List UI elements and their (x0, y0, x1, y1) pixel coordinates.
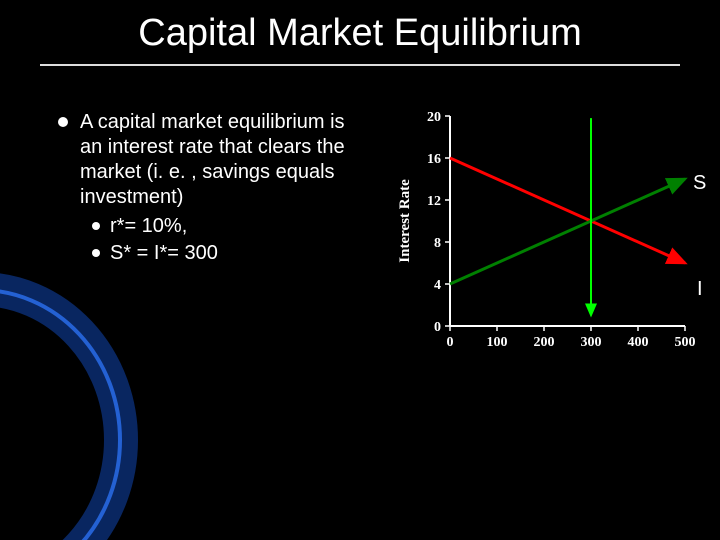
chart-svg: 0481216200100200300400500Interest Rate (395, 108, 707, 368)
bullet-level2: S* = I*= 300 (92, 241, 368, 266)
slide: Capital Market Equilibrium A capital mar… (0, 0, 720, 540)
svg-text:0: 0 (447, 335, 454, 350)
bullet-text-main: A capital market equilibrium is an inter… (80, 110, 368, 210)
svg-text:12: 12 (427, 194, 441, 209)
svg-text:4: 4 (434, 278, 441, 293)
svg-text:16: 16 (427, 152, 441, 167)
svg-text:400: 400 (628, 335, 649, 350)
label-I: I (697, 278, 703, 301)
bullet-text-sub2: S* = I*= 300 (110, 241, 218, 266)
decorative-arc (0, 260, 160, 540)
svg-text:0: 0 (434, 320, 441, 335)
title-underline (40, 64, 680, 66)
bullet-dot-icon (92, 249, 100, 257)
svg-text:500: 500 (675, 335, 696, 350)
svg-text:100: 100 (487, 335, 508, 350)
bullet-level1: A capital market equilibrium is an inter… (58, 110, 368, 210)
label-S: S (693, 172, 706, 195)
body-text: A capital market equilibrium is an inter… (58, 110, 368, 266)
svg-text:Interest Rate: Interest Rate (397, 179, 413, 263)
svg-text:200: 200 (534, 335, 555, 350)
chart: 0481216200100200300400500Interest Rate (395, 108, 707, 388)
bullet-text-sub1: r*= 10%, (110, 214, 187, 239)
bullet-dot-icon (58, 117, 68, 127)
svg-text:300: 300 (581, 335, 602, 350)
svg-text:20: 20 (427, 110, 441, 125)
page-title: Capital Market Equilibrium (0, 12, 720, 55)
bullet-dot-icon (92, 222, 100, 230)
bullet-level2: r*= 10%, (92, 214, 368, 239)
svg-text:8: 8 (434, 236, 441, 251)
